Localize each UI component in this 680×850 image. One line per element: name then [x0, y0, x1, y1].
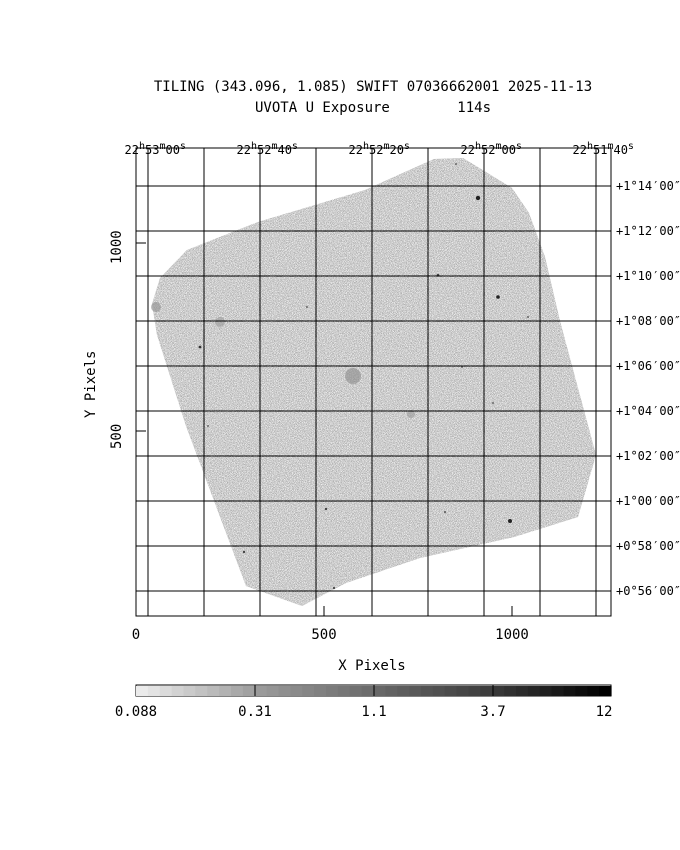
colorbar-cell	[302, 686, 315, 696]
colorbar-cell	[599, 686, 612, 696]
colorbar-cell	[314, 686, 327, 696]
colorbar-cell	[409, 686, 422, 696]
plot-title: TILING (343.096, 1.085) SWIFT 0703666200…	[153, 79, 593, 95]
colorbar-cell	[337, 686, 351, 696]
colorbar	[135, 684, 612, 697]
point-source	[198, 345, 202, 349]
y-tick-label: 1000	[109, 230, 125, 264]
colorbar-cell	[361, 686, 375, 696]
point-source	[475, 195, 481, 201]
dec-tick-label: +1°06′00″	[616, 359, 680, 373]
colorbar-cell	[575, 686, 588, 696]
colorbar-cell	[432, 686, 446, 696]
colorbar-cell	[231, 686, 244, 696]
point-source	[455, 163, 457, 165]
point-source	[207, 425, 209, 427]
ra-gridlines	[147, 148, 597, 616]
colorbar-cell	[266, 686, 280, 696]
point-source	[492, 402, 494, 404]
point-source	[508, 519, 512, 523]
diffuse-source	[407, 410, 415, 418]
ra-tick-label: 22h52m00s	[460, 141, 522, 157]
point-source	[444, 511, 446, 513]
dec-tick-label: +1°08′00″	[616, 314, 680, 328]
colorbar-label: 0.31	[238, 704, 272, 720]
colorbar-cell	[242, 686, 256, 696]
point-source	[527, 316, 529, 318]
colorbar-cell	[516, 686, 529, 696]
colorbar-cell	[290, 686, 303, 696]
plot-subtitle: UVOTA U Exposure 114s	[254, 100, 492, 116]
colorbar-cell	[349, 686, 363, 696]
colorbar-label: 1.1	[361, 704, 387, 720]
colorbar-cell	[551, 686, 565, 696]
dec-tick-label: +1°12′00″	[616, 224, 680, 238]
ra-tick-label: 22h52m20s	[348, 141, 410, 157]
x-axis-label: X Pixels	[338, 658, 406, 674]
colorbar-cell	[195, 686, 208, 696]
colorbar-label: 12	[595, 704, 613, 720]
dec-tick-label: +1°02′00″	[616, 449, 680, 463]
ra-tick-label: 22h52m40s	[236, 141, 298, 157]
colorbar-cell	[527, 686, 541, 696]
point-sources	[151, 163, 529, 590]
colorbar-cell	[278, 686, 291, 696]
colorbar-cell	[563, 686, 576, 696]
point-source	[242, 550, 246, 554]
colorbar-cell	[421, 686, 434, 696]
dec-tick-label: +0°56′00″	[616, 584, 680, 598]
colorbar-cell	[326, 686, 339, 696]
dec-tick-label: +1°00′00″	[616, 494, 680, 508]
point-source	[306, 306, 308, 308]
colorbar-cell	[254, 686, 268, 696]
x-tick-label: 500	[311, 627, 337, 643]
colorbar-cell	[397, 686, 410, 696]
colorbar-cell	[207, 686, 220, 696]
colorbar-cell	[456, 686, 470, 696]
colorbar-label: 0.088	[114, 704, 158, 720]
point-source	[496, 295, 500, 299]
exposure-noise	[152, 158, 596, 606]
y-axis-label: Y Pixels	[83, 350, 99, 418]
colorbar-cell	[183, 686, 196, 696]
colorbar-cell	[504, 686, 517, 696]
colorbar-cell	[539, 686, 553, 696]
colorbar-cell	[373, 686, 386, 696]
colorbar-cell	[147, 686, 161, 696]
dec-tick-label: +1°14′00″	[616, 179, 680, 193]
dec-tick-label: +0°58′00″	[616, 539, 680, 553]
colorbar-cell	[136, 686, 149, 696]
colorbar-label: 3.7	[480, 704, 506, 720]
colorbar-cell	[159, 686, 173, 696]
pixel-ticks	[135, 242, 513, 616]
ra-tick-label: 22h53m00s	[124, 141, 186, 157]
colorbar-cell	[468, 686, 481, 696]
diffuse-source	[215, 317, 225, 327]
point-source	[324, 507, 328, 511]
x-tick-label: 1000	[495, 627, 529, 643]
ra-tick-label: 22h51m40s	[572, 141, 634, 157]
y-tick-label: 500	[109, 423, 125, 449]
dec-tick-label: +1°10′00″	[616, 269, 680, 283]
colorbar-cell	[587, 686, 600, 696]
x-tick-label: 0	[131, 627, 141, 643]
colorbar-cell	[444, 686, 458, 696]
diffuse-source	[151, 302, 161, 312]
colorbar-cell	[171, 686, 185, 696]
diffuse-source	[345, 368, 361, 384]
dec-gridlines	[136, 185, 611, 592]
colorbar-cell	[219, 686, 232, 696]
colorbar-cell	[492, 686, 505, 696]
point-source	[332, 586, 336, 590]
plot-frame	[135, 147, 612, 617]
colorbar-cell	[480, 686, 493, 696]
colorbar-cell	[385, 686, 398, 696]
dec-tick-label: +1°04′00″	[616, 404, 680, 418]
